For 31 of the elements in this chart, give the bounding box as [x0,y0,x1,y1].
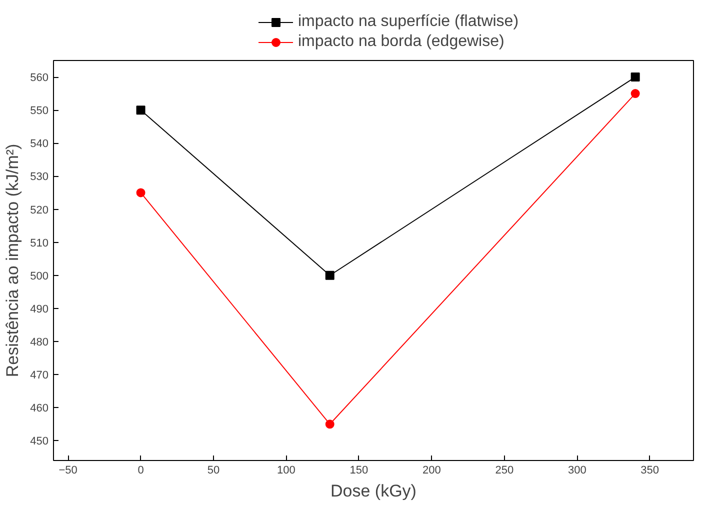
x-tick-label: 100 [277,464,296,476]
legend-label: impacto na borda (edgewise) [298,33,504,51]
y-tick-label: 450 [30,436,49,448]
point [630,89,640,98]
x-tick-label: 250 [495,464,514,476]
x-tick-label: 200 [422,464,441,476]
point [136,188,146,198]
x-tick-label: −50 [58,464,78,476]
y-tick-label: 560 [30,72,49,84]
y-tick-label: 500 [30,270,49,282]
point [630,72,640,82]
x-tick-label: 350 [640,464,660,476]
y-tick-label: 480 [30,336,49,348]
y-tick-label: 540 [30,138,49,150]
y-tick-label: 460 [30,402,49,415]
x-tick-label: 300 [568,464,586,476]
x-tick-label: 150 [350,464,368,476]
y-axis-title: Resistência ao impacto (kJ/m²) [3,144,22,378]
y-tick-label: 490 [30,303,49,316]
x-tick-label: 0 [138,464,144,476]
y-tick-label: 550 [30,105,49,118]
x-axis-title: Dose (kGy) [330,482,416,500]
point [325,270,334,280]
point [325,420,334,429]
x-tick-label: 50 [207,464,220,476]
y-tick-label: 530 [30,171,49,184]
y-tick-label: 470 [30,370,49,382]
y-tick-label: 510 [30,237,49,250]
point [136,106,146,115]
y-tick-label: 520 [30,204,49,216]
legend-label: impacto na superfície (flatwise) [298,13,519,31]
